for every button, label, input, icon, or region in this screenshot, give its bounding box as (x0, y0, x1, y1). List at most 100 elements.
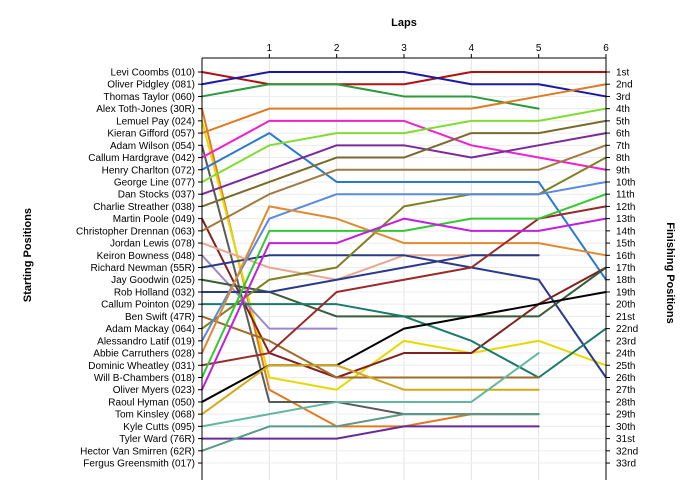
finish-label: 15th (616, 239, 635, 250)
series-line (201, 425, 540, 440)
x-axis-title: Laps (391, 17, 417, 29)
series-line (201, 413, 540, 452)
finish-label: 4th (616, 104, 630, 115)
series-line (201, 119, 607, 171)
series-line (201, 71, 607, 98)
finish-label: 13th (616, 214, 635, 225)
series-line (201, 352, 540, 428)
start-label: George Line (077) (114, 177, 195, 188)
finish-label: 32nd (616, 446, 638, 457)
start-label: Will B-Chambers (018) (94, 373, 195, 384)
start-label: Callum Pointon (029) (101, 300, 195, 311)
finish-label: 6th (616, 129, 630, 140)
finish-label: 5th (616, 116, 630, 127)
start-label: Rob Holland (032) (114, 287, 195, 298)
y-axis-title-left: Starting Positions (22, 208, 34, 302)
start-label: Christopher Drennan (063) (76, 226, 195, 237)
y-axis-title-right: Finishing Positions (664, 222, 676, 323)
start-label: Hector Van Smirren (62R) (80, 446, 195, 457)
series-line (201, 254, 607, 379)
start-label: Oliver Myers (023) (113, 385, 195, 396)
start-label: Oliver Pidgley (081) (107, 80, 195, 91)
finish-label: 22nd (616, 324, 638, 335)
finish-label: 29th (616, 410, 635, 421)
finish-label: 31st (616, 434, 635, 445)
series-line (201, 254, 338, 330)
finish-label: 3rd (616, 92, 630, 103)
start-label: Raoul Hyman (050) (108, 397, 195, 408)
start-label: Abbie Carruthers (028) (93, 349, 195, 360)
start-label: Tyler Ward (76R) (119, 434, 195, 445)
finish-label: 18th (616, 275, 635, 286)
finish-label: 19th (616, 287, 635, 298)
finish-label: 23rd (616, 336, 636, 347)
finish-label: 27th (616, 385, 635, 396)
start-label: Keiron Bowness (048) (97, 251, 195, 262)
start-label: Kyle Cutts (095) (123, 422, 195, 433)
finish-label: 20th (616, 300, 635, 311)
start-label: Thomas Taylor (060) (103, 92, 195, 103)
x-tick-label: 6 (603, 43, 609, 54)
x-tick-label: 3 (401, 43, 407, 54)
finish-label: 26th (616, 373, 635, 384)
series-line (201, 119, 607, 391)
finish-label: 7th (616, 141, 630, 152)
start-label: Charlie Streather (038) (93, 202, 195, 213)
series-line (201, 144, 607, 232)
series-line (201, 180, 607, 342)
finish-label: 9th (616, 165, 630, 176)
series-line (201, 132, 607, 196)
start-label: Henry Charlton (072) (102, 165, 195, 176)
finish-label: 25th (616, 361, 635, 372)
series-line (201, 107, 607, 183)
finish-label: 21st (616, 312, 635, 323)
series-line (201, 132, 607, 281)
finish-label: 30th (616, 422, 635, 433)
series-line (201, 193, 607, 379)
start-label: Levi Coombs (010) (111, 68, 195, 79)
series-line (201, 83, 540, 110)
start-label: Martin Poole (049) (113, 214, 195, 225)
start-label: Ben Swift (47R) (125, 312, 195, 323)
series-lines (201, 71, 607, 452)
start-label: Adam Mackay (064) (106, 324, 195, 335)
finish-label: 33rd (616, 459, 636, 470)
start-label: Alex Toth-Jones (30R) (96, 104, 195, 115)
start-label: Jay Goodwin (025) (111, 275, 195, 286)
finish-label: 1st (616, 68, 630, 79)
series-line (201, 217, 607, 391)
finish-label: 16th (616, 251, 635, 262)
finish-label: 14th (616, 226, 635, 237)
series-line (201, 205, 607, 355)
series-line (201, 364, 540, 416)
x-tick-label: 1 (267, 43, 273, 54)
x-tick-label: 4 (469, 43, 475, 54)
start-label: Alessandro Latif (019) (97, 336, 195, 347)
finish-label: 11th (616, 190, 635, 201)
axes: 1 2 3 4 5 6 Levi Coombs (010)Oliver Pidgley (0… (76, 43, 638, 480)
series-line (201, 83, 607, 135)
start-label: Callum Hardgrave (042) (88, 153, 195, 164)
x-tick-label: 5 (536, 43, 542, 54)
finish-label: 24th (616, 349, 635, 360)
series-line (201, 254, 540, 293)
start-label: Tom Kinsley (068) (115, 410, 195, 421)
finish-label: 28th (616, 397, 635, 408)
start-label: Kieran Gifford (057) (107, 129, 195, 140)
finish-label: 8th (616, 153, 630, 164)
x-tick-label: 2 (334, 43, 340, 54)
finish-label: 17th (616, 263, 635, 274)
start-label: Dan Stocks (037) (118, 190, 195, 201)
finish-label: 2nd (616, 80, 633, 91)
start-label: Lemuel Pay (024) (116, 116, 195, 127)
start-label: Richard Newman (55R) (91, 263, 195, 274)
start-label: Jordan Lewis (078) (110, 239, 195, 250)
start-label: Adam Wilson (054) (110, 141, 195, 152)
start-label: Fergus Greensmith (017) (83, 459, 195, 470)
series-line (201, 119, 607, 208)
finish-label: 10th (616, 177, 635, 188)
start-label: Dominic Wheatley (031) (88, 361, 195, 372)
finish-label: 12th (616, 202, 635, 213)
